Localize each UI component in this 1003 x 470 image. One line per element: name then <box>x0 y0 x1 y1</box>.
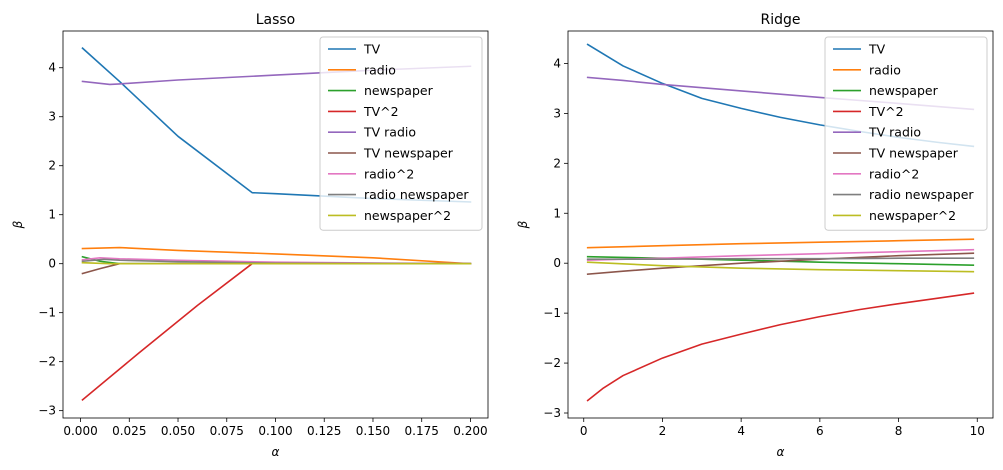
ridge-x-axis-label: α <box>777 445 785 459</box>
lasso-legend-label: radio <box>364 62 396 77</box>
ridge-series-tv-newspaper <box>586 252 975 276</box>
ridge-x-tick-label: 8 <box>895 424 903 438</box>
lasso-x-tick-label: 0.050 <box>161 424 195 438</box>
lasso-x-tick-label: 0.175 <box>405 424 439 438</box>
lasso-legend-label: radio^2 <box>364 166 414 181</box>
lasso-legend-label: newspaper^2 <box>364 208 451 223</box>
ridge-legend-label: TV <box>868 42 886 57</box>
lasso-y-tick-label: −1 <box>38 306 56 320</box>
lasso-x-axis-label: α <box>272 445 280 459</box>
lasso-chart: 0.000 0.025 0.050 0.075 0.100 0.125 0.150 0.175… <box>11 12 489 459</box>
lasso-x-tick-label: 0.100 <box>258 424 292 438</box>
ridge-legend-box <box>824 36 988 231</box>
ridge-x-tick-label: 4 <box>737 424 745 438</box>
lasso-x-tick-label: 0.025 <box>112 424 146 438</box>
ridge-chart: 0 2 4 6 8 10 −3 −2 −1 0 1 2 3 4 Ridge α β TV radio newspape… <box>516 12 994 459</box>
lasso-title: Lasso <box>256 12 296 28</box>
ridge-legend-label: newspaper^2 <box>869 208 956 223</box>
ridge-plot-frame <box>567 30 994 419</box>
lasso-legend-label: newspaper <box>364 83 434 98</box>
ridge-legend-label: newspaper <box>869 83 939 98</box>
lasso-legend-label: TV newspaper <box>363 146 454 161</box>
ridge-legend-label: radio^2 <box>869 166 919 181</box>
ridge-legend-label: TV^2 <box>868 104 904 119</box>
ridge-y-tick-label: −2 <box>543 356 561 370</box>
ridge-y-tick-label: 2 <box>553 156 561 170</box>
ridge-legend-label: radio <box>869 62 901 77</box>
lasso-y-tick-label: −3 <box>38 404 56 418</box>
ridge-x-tick-label: 6 <box>816 424 824 438</box>
ridge-series-radio-newspaper <box>586 257 975 261</box>
lasso-series-group <box>81 47 472 401</box>
lasso-x-tick-label: 0.000 <box>63 424 97 438</box>
lasso-y-tick-label: −2 <box>38 355 56 369</box>
lasso-legend-label: TV^2 <box>363 104 399 119</box>
lasso-y-tick-label: 4 <box>48 61 56 75</box>
lasso-legend-label: TV <box>363 42 381 57</box>
ridge-title: Ridge <box>760 12 800 28</box>
lasso-x-tick-label: 0.200 <box>453 424 487 438</box>
ridge-series-tv-sq2 <box>586 292 975 402</box>
ridge-legend-label: TV radio <box>868 125 921 140</box>
lasso-y-tick-label: 3 <box>48 110 56 124</box>
ridge-y-tick-label: −3 <box>543 406 561 420</box>
lasso-series-radio <box>81 246 472 265</box>
lasso-legend: TV radio newspaper TV^2 TV radio TV newspaper… <box>319 36 483 231</box>
lasso-x-tick-label: 0.150 <box>356 424 390 438</box>
ridge-y-axis-label: β <box>516 220 530 229</box>
lasso-x-tick-label: 0.125 <box>307 424 341 438</box>
ridge-x-tick-label: 10 <box>970 424 985 438</box>
lasso-legend-label: TV radio <box>363 125 416 140</box>
ridge-series-newspaper-sq2 <box>586 261 975 273</box>
lasso-y-tick-label: 2 <box>48 159 56 173</box>
lasso-y-tick-label: 1 <box>48 208 56 222</box>
lasso-series-radio-sq2 <box>81 257 472 265</box>
ridge-y-tick-label: 0 <box>553 256 561 270</box>
ridge-legend-label: TV newspaper <box>868 146 959 161</box>
ridge-legend-label: radio newspaper <box>869 187 974 202</box>
ridge-x-tick-label: 2 <box>659 424 667 438</box>
ridge-series-radio <box>586 238 975 249</box>
lasso-x-tick-label: 0.075 <box>210 424 244 438</box>
lasso-legend-label: radio newspaper <box>364 187 469 202</box>
ridge-y-tick-label: 1 <box>553 206 561 220</box>
ridge-x-tick-label: 0 <box>580 424 588 438</box>
ridge-y-tick-label: 3 <box>553 106 561 120</box>
ridge-series-group <box>586 43 975 402</box>
lasso-legend-box <box>319 36 483 231</box>
ridge-legend: TV radio newspaper TV^2 TV radio TV newspaper… <box>824 36 988 231</box>
ridge-y-tick-label: −1 <box>543 306 561 320</box>
lasso-y-axis-label: β <box>11 220 25 229</box>
lasso-y-tick-label: 0 <box>48 257 56 271</box>
lasso-series-newspaper-sq2 <box>81 261 472 265</box>
ridge-y-tick-label: 4 <box>553 56 561 70</box>
